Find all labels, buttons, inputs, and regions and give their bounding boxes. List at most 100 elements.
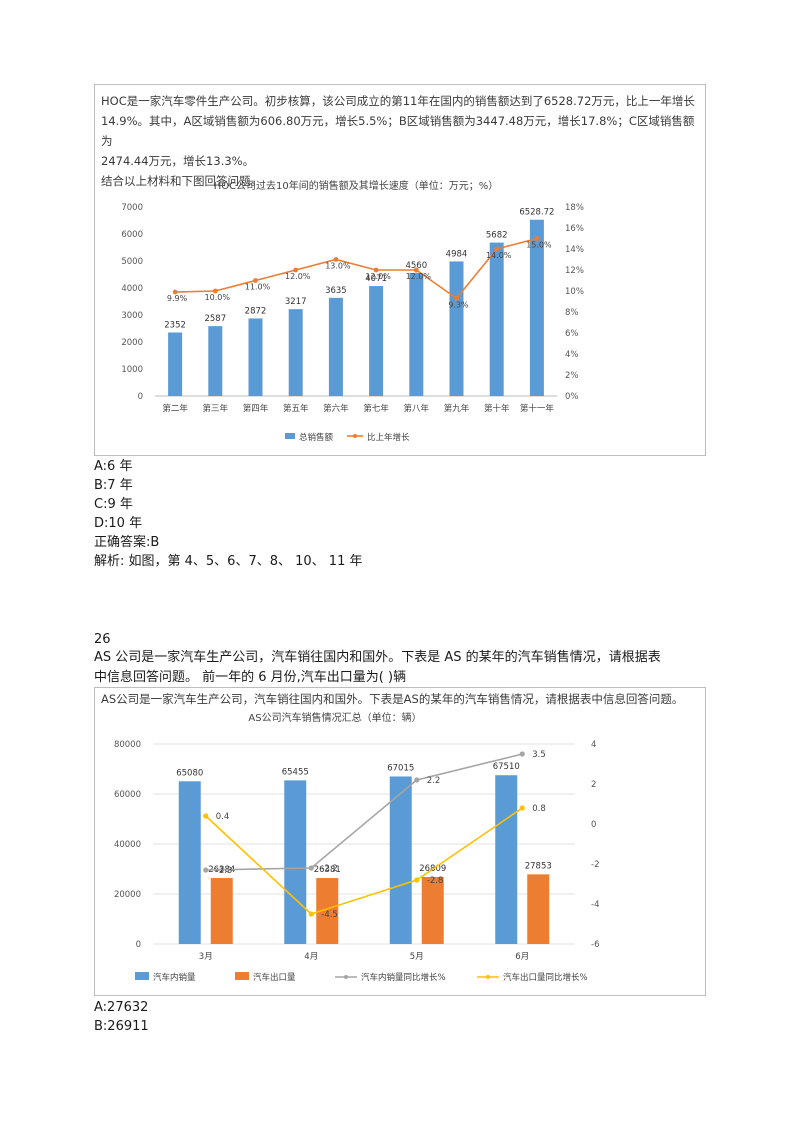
bar-domestic — [389, 776, 412, 944]
export-growth-line — [205, 807, 523, 915]
y-left-tick-label: 3000 — [121, 311, 143, 321]
y-right-tick-label: 8% — [565, 308, 579, 318]
y-left-tick-label: 20000 — [114, 890, 141, 900]
option-b: B:26911 — [94, 1019, 149, 1034]
y-left-tick-label: 4000 — [121, 284, 143, 294]
bar — [529, 219, 544, 396]
option-a: A:27632 — [94, 1000, 149, 1015]
bar — [208, 326, 223, 396]
bar — [328, 297, 343, 396]
growth-point — [253, 278, 258, 283]
y-right-tick-label: 10% — [565, 287, 584, 297]
y-right-tick-label: 16% — [565, 224, 584, 234]
bar-domestic — [284, 780, 307, 944]
x-tick-label: 第九年 — [444, 403, 470, 414]
correct-answer: 正确答案:B — [94, 535, 160, 550]
growth-label: 9.9% — [167, 294, 188, 303]
legend-label: 总销售额 — [299, 432, 334, 443]
y-right-tick-label: -2 — [591, 860, 599, 870]
hoc-intro-line: 14.9%。其中，A区域销售额为606.80万元，增长5.5%；B区域销售额为3… — [101, 114, 695, 148]
question-line: AS 公司是一家汽车生产公司，汽车销往国内和国外。下表是 AS 的某年的汽车销售… — [94, 650, 661, 665]
y-left-tick-label: 2000 — [121, 338, 143, 348]
hoc-intro-line: HOC是一家汽车零件生产公司。初步核算，该公司成立的第11年在国内的销售额达到了… — [101, 94, 695, 108]
chart-title: HOC公司过去10年间的销售额及其增长速度（单位：万元；%） — [214, 179, 499, 192]
y-left-tick-label: 7000 — [121, 203, 143, 213]
export-growth-label: -4.5 — [321, 910, 338, 920]
x-tick-label: 第十一年 — [520, 403, 555, 414]
hoc-intro: HOC是一家汽车零件生产公司。初步核算，该公司成立的第11年在国内的销售额达到了… — [101, 91, 701, 191]
export-growth-point — [519, 805, 525, 811]
growth-label: 9.3% — [448, 300, 469, 309]
x-tick-label: 第三年 — [203, 403, 229, 414]
export-growth-label: 0.4 — [216, 812, 230, 822]
bar-domestic — [178, 781, 201, 944]
y-right-tick-label: 14% — [565, 245, 584, 255]
y-left-tick-label: 80000 — [114, 740, 141, 750]
bar — [288, 309, 303, 396]
export-growth-point — [308, 911, 314, 917]
growth-line — [175, 237, 538, 300]
as-intro: AS公司是一家汽车生产公司，汽车销往国内和国外。下表是AS的某年的汽车销售情况，… — [101, 692, 684, 706]
bar-label: 67510 — [493, 762, 520, 772]
domestic-growth-label: -2.3 — [216, 866, 233, 876]
domestic-growth-line — [205, 753, 523, 871]
growth-label: 15.0% — [526, 241, 552, 250]
growth-point — [413, 267, 419, 273]
bar — [449, 261, 464, 396]
bar-label: 4560 — [405, 261, 427, 271]
bar-label: 3217 — [285, 297, 307, 307]
x-tick-label: 4月 — [304, 952, 318, 962]
hoc-intro-line: 2474.44万元，增长13.3%。 — [101, 154, 255, 168]
growth-label: 12.0% — [365, 272, 391, 281]
x-tick-label: 3月 — [199, 952, 213, 962]
legend-label: 比上年增长 — [367, 432, 410, 443]
growth-point — [293, 267, 299, 273]
bar-export — [210, 878, 233, 944]
hoc-intro-line: 结合以上材料和下图回答问题。 — [101, 174, 262, 188]
question-number: 26 — [94, 632, 111, 647]
bar-label: 65455 — [282, 767, 309, 777]
growth-label: 11.0% — [245, 283, 271, 292]
domestic-growth-point — [203, 867, 209, 873]
y-left-tick-label: 60000 — [114, 790, 141, 800]
x-tick-label: 第八年 — [404, 403, 430, 414]
growth-label: 12.0% — [406, 272, 432, 281]
growth-label: 12.0% — [285, 272, 311, 281]
growth-point — [172, 289, 178, 295]
x-tick-label: 第六年 — [323, 403, 349, 414]
option-c: C:9 年 — [94, 497, 133, 512]
question-line: 中信息回答问题。 前一年的 6 月份,汽车出口量为( )辆 — [94, 670, 407, 685]
bar-label: 65080 — [176, 768, 203, 778]
question-text: AS 公司是一家汽车生产公司，汽车销往国内和国外。下表是 AS 的某年的汽车销售… — [94, 648, 706, 688]
bar — [168, 332, 183, 396]
y-right-tick-label: -4 — [591, 900, 599, 910]
y-right-tick-label: 12% — [565, 266, 584, 276]
y-left-tick-label: 0 — [136, 940, 141, 950]
domestic-growth-label: 3.5 — [532, 750, 546, 760]
bar — [489, 242, 504, 396]
y-left-tick-label: 5000 — [121, 257, 143, 267]
domestic-growth-label: -2.2 — [321, 864, 338, 874]
y-right-tick-label: 4 — [591, 740, 596, 750]
bar — [369, 286, 384, 396]
y-left-tick-label: 0 — [138, 392, 143, 402]
bar-label: 4071 — [365, 274, 387, 284]
legend-label: 汽车出口量 — [253, 972, 296, 983]
option-b: B:7 年 — [94, 478, 133, 493]
legend-swatch-export — [235, 972, 249, 980]
legend-swatch-bar — [285, 433, 295, 439]
growth-point — [373, 267, 379, 273]
legend-label: 汽车内销量 — [153, 972, 196, 983]
option-a: A:6 年 — [94, 459, 133, 474]
x-tick-label: 第七年 — [363, 403, 389, 414]
bar-export — [421, 876, 444, 944]
bar — [248, 318, 263, 396]
bar-label: 2352 — [164, 320, 186, 330]
growth-point — [333, 257, 339, 262]
bar-label: 5682 — [486, 231, 508, 241]
bar-label: 2872 — [245, 306, 267, 316]
export-growth-point — [203, 813, 209, 819]
bar — [409, 272, 424, 396]
x-tick-label: 第四年 — [243, 403, 269, 414]
hoc-sales-chart: HOC公司过去10年间的销售额及其增长速度（单位：万元；%） 0 1000 2000 3… — [121, 179, 584, 443]
